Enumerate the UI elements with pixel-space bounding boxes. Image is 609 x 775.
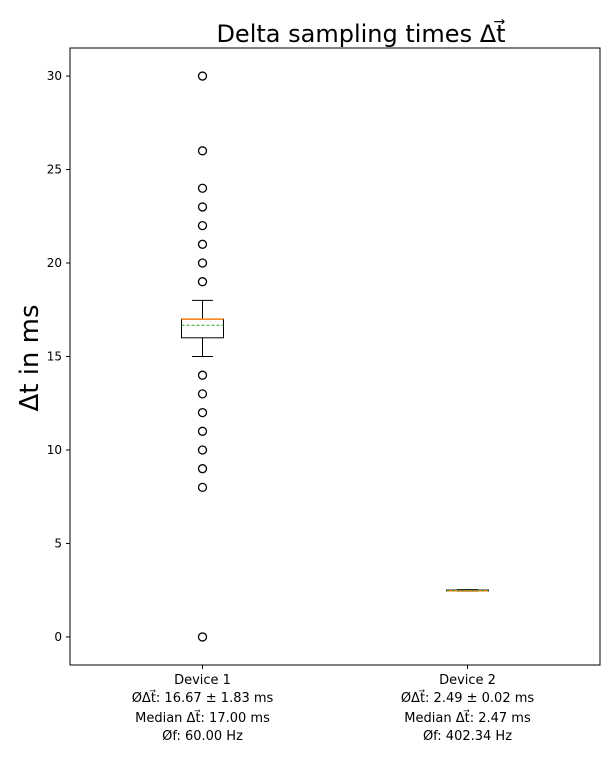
chart-title: Delta sampling times Δt⃗ [216, 19, 505, 48]
device-1-outlier-point [197, 202, 208, 212]
device-1-outlier-point [197, 258, 208, 268]
device-2-label: Device 2 [439, 673, 496, 688]
axes-frame [69, 47, 601, 666]
device-1-outlier-point [197, 632, 208, 642]
device-1-outlier-point [197, 482, 208, 493]
device-1-outlier-point [197, 183, 208, 193]
device-1-stats-line: Median Δt⃗: 17.00 ms [135, 710, 270, 726]
y-tick-label: 5 [54, 536, 62, 550]
y-tick-label: 15 [47, 350, 62, 364]
device-2-stats-line: ØΔt⃗: 2.49 ± 0.02 ms [401, 690, 535, 706]
device-1-outlier-point [197, 220, 208, 231]
plot-area: 0 5 10 15 20 25 30 Device 1 ØΔt⃗: 16.67 ± 1.83 m… [47, 69, 535, 744]
device-1-outlier-point [197, 407, 208, 418]
device-1-outlier-point [197, 445, 208, 455]
y-tick-label: 30 [47, 69, 62, 83]
device-1-outlier-point [197, 389, 208, 399]
y-tick-label: 25 [47, 163, 62, 177]
y-tick-label: 0 [54, 630, 62, 644]
device-1-stats-line: Øf: 60.00 Hz [162, 729, 243, 744]
device-1-stats-line: ØΔt⃗: 16.67 ± 1.83 ms [132, 690, 274, 706]
device-1-outlier-point [197, 426, 208, 436]
device-1-outlier-point [197, 464, 208, 474]
device-1-outlier-point [197, 146, 208, 156]
device-1-label: Device 1 [174, 673, 231, 688]
device-1-outlier-point [197, 239, 208, 249]
y-tick-label: 10 [47, 443, 62, 457]
y-axis-label: Δt in ms [15, 304, 45, 411]
device-1-outlier-point [197, 370, 208, 380]
device-1-outlier-point [197, 71, 208, 81]
y-tick-label: 20 [47, 256, 62, 270]
device-2-stats-line: Median Δt⃗: 2.47 ms [404, 710, 531, 726]
device-1-outlier-point [197, 277, 208, 287]
device-2-stats-line: Øf: 402.34 Hz [423, 729, 512, 744]
